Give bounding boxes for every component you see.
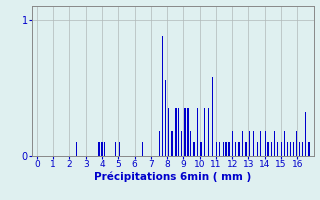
Bar xyxy=(197,108,198,156)
Bar xyxy=(235,142,236,156)
Bar xyxy=(216,142,217,156)
Bar xyxy=(181,131,182,156)
Bar xyxy=(305,112,306,156)
Bar xyxy=(308,142,310,156)
Bar xyxy=(271,142,272,156)
Bar xyxy=(178,108,180,156)
Bar xyxy=(200,142,202,156)
Bar xyxy=(204,108,205,156)
Bar xyxy=(190,131,191,156)
Bar xyxy=(165,80,166,156)
Bar xyxy=(168,108,169,156)
Bar xyxy=(223,142,224,156)
Bar xyxy=(299,142,300,156)
Bar xyxy=(293,142,294,156)
Bar xyxy=(296,131,297,156)
Bar xyxy=(249,131,250,156)
Bar xyxy=(253,131,254,156)
Bar xyxy=(208,108,209,156)
Bar xyxy=(115,142,116,156)
Bar xyxy=(76,142,77,156)
Bar xyxy=(290,142,291,156)
Bar xyxy=(242,131,244,156)
X-axis label: Précipitations 6min ( mm ): Précipitations 6min ( mm ) xyxy=(94,172,252,182)
Bar xyxy=(159,131,160,156)
Bar xyxy=(232,131,233,156)
Bar xyxy=(284,131,285,156)
Bar xyxy=(193,142,195,156)
Bar xyxy=(238,142,240,156)
Bar xyxy=(212,77,213,156)
Bar xyxy=(281,142,282,156)
Bar xyxy=(101,142,103,156)
Bar xyxy=(274,131,276,156)
Bar xyxy=(99,142,100,156)
Bar xyxy=(219,142,220,156)
Bar xyxy=(287,142,288,156)
Bar xyxy=(265,131,266,156)
Bar xyxy=(226,142,227,156)
Bar xyxy=(277,142,278,156)
Bar xyxy=(162,36,163,156)
Bar xyxy=(260,131,261,156)
Bar xyxy=(245,142,247,156)
Bar xyxy=(175,108,177,156)
Bar xyxy=(119,142,120,156)
Bar xyxy=(302,142,303,156)
Bar xyxy=(142,142,143,156)
Bar xyxy=(184,108,186,156)
Bar xyxy=(228,142,229,156)
Bar xyxy=(104,142,106,156)
Bar xyxy=(257,142,258,156)
